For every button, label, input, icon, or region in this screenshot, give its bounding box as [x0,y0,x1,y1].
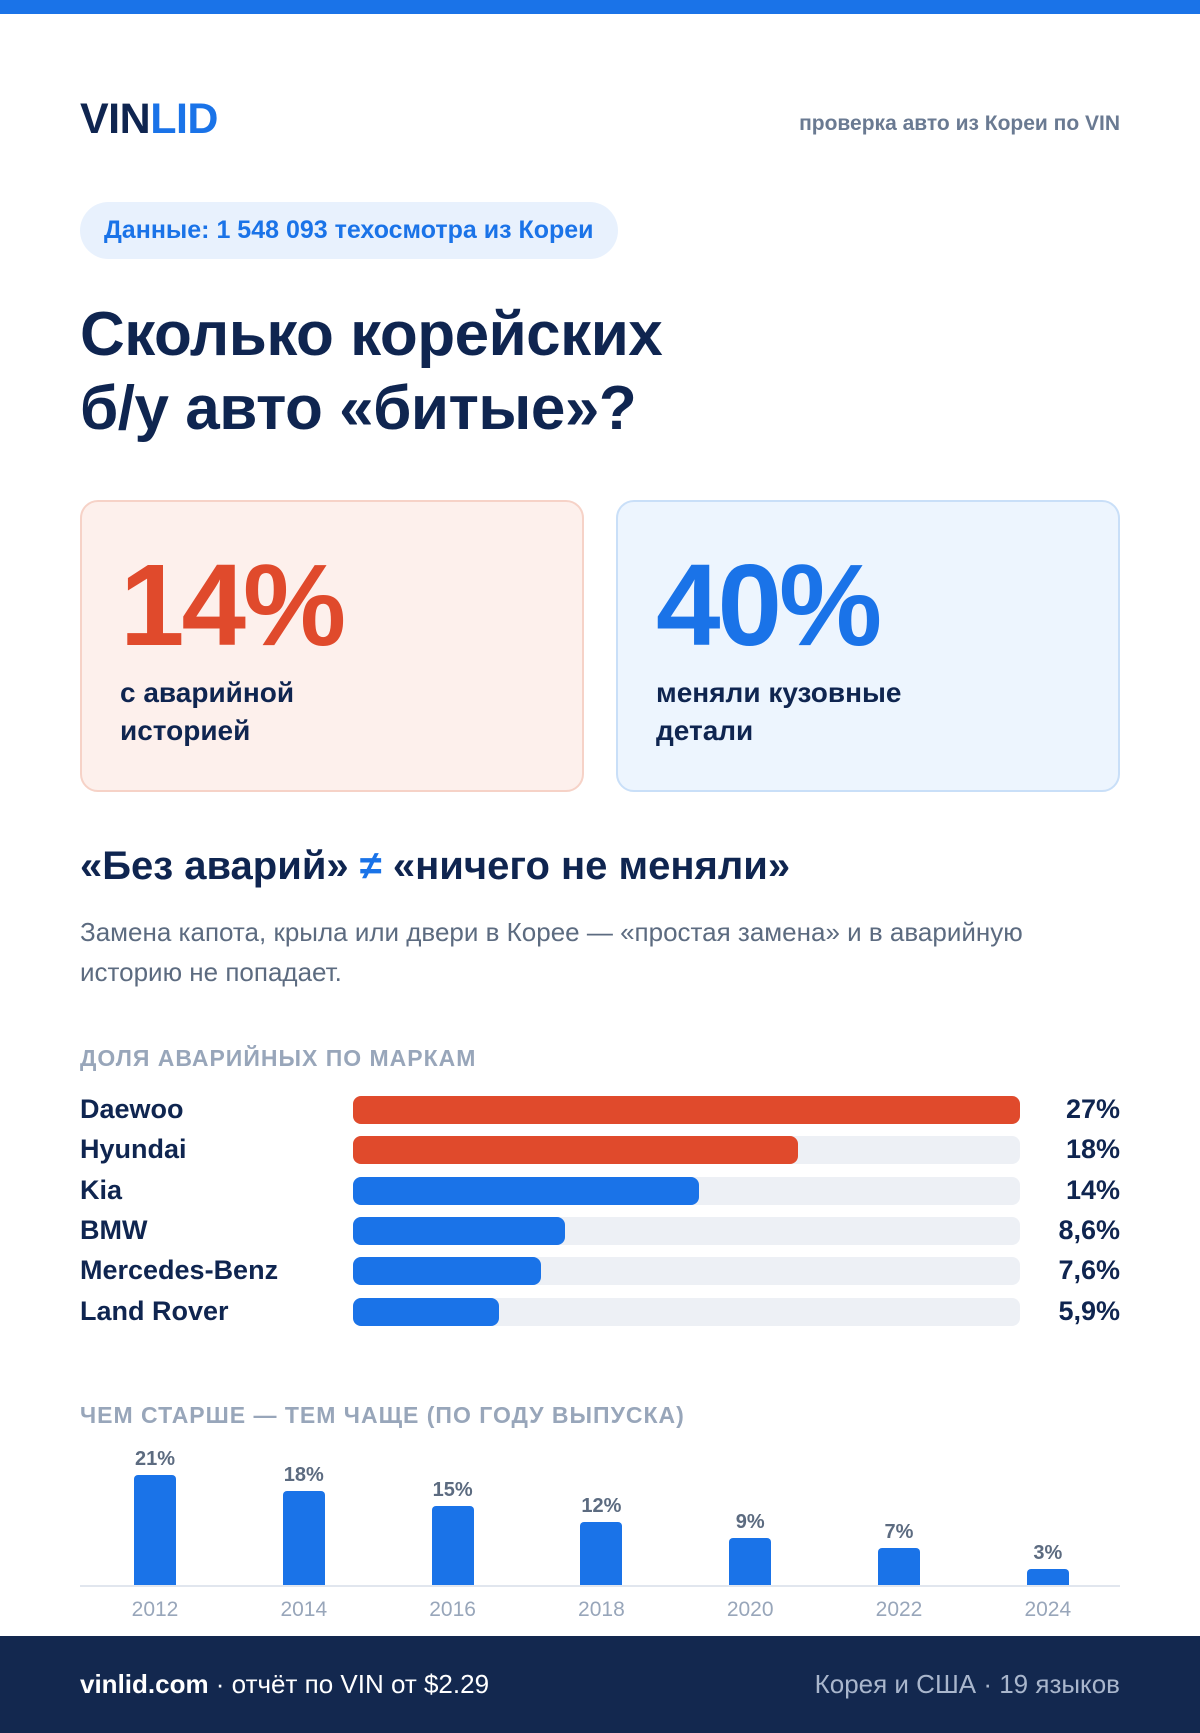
brand-value-label: 8,6% [1058,1214,1120,1245]
footer: vinlid.com · отчёт по VIN от $2.29 Корея… [0,1636,1200,1733]
brand-bar-track [353,1096,1020,1124]
page-title-line-2: б/у авто «битые»? [80,374,637,443]
year-value-label: 9% [735,1510,765,1533]
brand-bar [353,1297,499,1326]
stat-value: 14% [120,540,346,670]
tagline: проверка авто из Кореи по VIN [799,112,1120,135]
year-value-label: 7% [884,1521,914,1544]
brand-value-label: 5,9% [1058,1295,1120,1326]
brand-row: Hyundai 18% [80,1128,1120,1172]
section-heading-left: «Без аварий» [80,844,349,888]
logo-accent: LID [150,95,218,143]
footer-offer: vinlid.com · отчёт по VIN от $2.29 [80,1636,489,1733]
description-text: Замена капота, крыла или двери в Корее —… [80,917,1023,987]
brand-bar-track [353,1257,1020,1286]
stat-label-line-1: меняли кузовные [656,677,902,708]
year-tick-label: 2020 [726,1598,774,1621]
brand-row: Daewoo 27% [80,1088,1120,1132]
stat-label-line-2: детали [656,715,754,746]
years-bar-chart: 21% 2012 18% 2014 15% 2016 12% 2018 9% 2020 7% 2022… [80,1440,1120,1640]
brand-bar [353,1176,699,1205]
brand-row: Kia 14% [80,1169,1120,1213]
stat-card-accident-history: 14% с аварийной историей [80,500,584,792]
section-heading: «Без аварий» ≠ «ничего не меняли» [80,844,790,889]
logo-primary: VIN [80,95,151,143]
year-value-label: 12% [581,1495,622,1518]
year-value-label: 21% [134,1448,176,1470]
logo[interactable]: VINLID [80,94,218,144]
year-tick-label: 2024 [1024,1598,1072,1621]
brand-row: BMW 8,6% [80,1209,1120,1253]
brand-value-label: 18% [1065,1134,1120,1165]
brand-row: Mercedes-Benz 7,6% [80,1249,1120,1293]
years-chart-title: ЧЕМ СТАРШЕ — ТЕМ ЧАЩЕ (ПО ГОДУ ВЫПУСКА) [80,1402,685,1428]
brand-bar-track [353,1176,1020,1205]
brand-value-label: 27% [1065,1094,1120,1124]
brand-name: Hyundai [80,1134,187,1165]
not-equal-icon: ≠ [359,844,382,888]
stat-label-line-1: с аварийной [120,677,295,708]
brand-value-label: 7,6% [1058,1255,1120,1286]
footer-offer-text: · отчёт по VIN от $2.29 [208,1669,490,1699]
stat-value: 40% [656,540,882,670]
brand-name: BMW [80,1214,148,1245]
stat-label-line-2: историей [120,715,251,746]
stat-card-body-parts-replaced: 40% меняли кузовные детали [616,500,1120,792]
brand-name: Kia [80,1174,123,1205]
year-bar [1026,1569,1069,1585]
brand-bar-track [353,1136,1020,1165]
brand-bar [353,1096,1020,1124]
year-bar [580,1522,623,1585]
year-bar [431,1506,474,1585]
site-link[interactable]: vinlid.com [80,1669,209,1699]
page-title-line-1: Сколько корейских [80,300,663,369]
year-bar [878,1548,920,1585]
year-value-label: 3% [1033,1542,1063,1565]
year-tick-label: 2012 [131,1598,179,1621]
brand-bar [353,1136,798,1165]
brand-row: Land Rover 5,9% [80,1290,1120,1334]
top-accent-stripe [0,0,1200,14]
year-bar [282,1490,325,1585]
brand-value-label: 14% [1065,1174,1120,1205]
brand-name: Land Rover [80,1295,229,1326]
year-bar [729,1537,772,1585]
brands-chart-title: ДОЛЯ АВАРИЙНЫХ ПО МАРКАМ [80,1045,477,1071]
section-heading-right: «ничего не меняли» [392,844,791,888]
year-tick-label: 2018 [578,1598,625,1621]
year-tick-label: 2016 [429,1598,476,1621]
brand-bar [353,1216,566,1245]
brand-name: Mercedes-Benz [80,1255,279,1286]
year-value-label: 18% [283,1463,324,1486]
brand-bar [353,1257,541,1286]
stat-label: с аварийной историей [120,674,480,750]
footer-coverage: Корея и США · 19 языков [814,1669,1120,1699]
page-title: Сколько корейских б/у авто «битые»? [80,298,980,446]
year-tick-label: 2014 [280,1598,328,1621]
year-tick-label: 2022 [875,1598,923,1621]
year-bar [134,1475,176,1585]
header: VINLID проверка авто из Кореи по VIN [80,94,1120,144]
brand-bar-track [353,1297,1020,1326]
brand-bar-track [353,1216,1020,1245]
brand-name: Daewoo [80,1094,184,1124]
data-source-badge: Данные: 1 548 093 техосмотра из Кореи [80,202,618,259]
years-chart-baseline [80,1585,1120,1587]
year-value-label: 15% [432,1479,473,1502]
stat-label: меняли кузовные детали [656,674,1016,750]
